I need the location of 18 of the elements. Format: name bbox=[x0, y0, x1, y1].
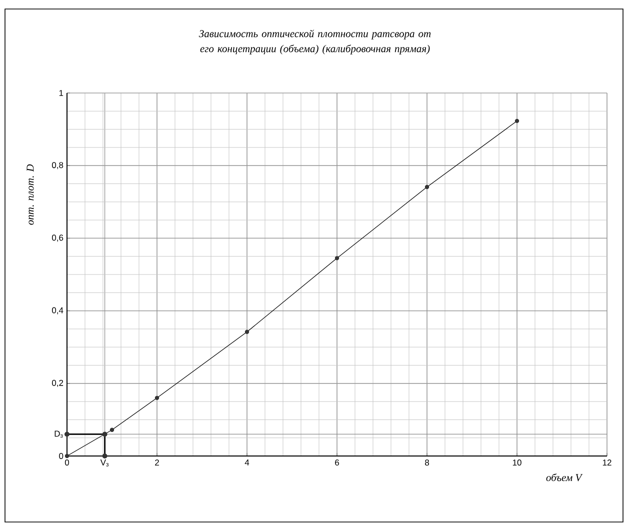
x-tick-label: 10 bbox=[512, 460, 522, 466]
x-tick-label: 8 bbox=[425, 460, 429, 466]
x-tick-label: 2 bbox=[155, 460, 159, 466]
x-tick-label: 4 bbox=[244, 460, 250, 466]
x-tick-label: 6 bbox=[335, 460, 339, 466]
chart-title: Зависимость оптической плотности ратсвора от его концетрации (объема) (калибровочная прямая) bbox=[198, 30, 431, 54]
y-tick-label: 0,8 bbox=[52, 162, 64, 170]
y-tick-label: 0,6 bbox=[52, 234, 64, 242]
y-axis-title: опт. плот. D bbox=[26, 164, 34, 225]
x-tick-label: V$_{з}$ bbox=[100, 460, 109, 466]
y-tick-label: D$_{з}$ bbox=[54, 430, 63, 438]
y-tick-label: 1 bbox=[59, 90, 64, 96]
y-tick-label: 0,2 bbox=[52, 380, 64, 387]
x-axis-title: объем V bbox=[546, 474, 583, 482]
y-tick-label: 0,4 bbox=[52, 307, 64, 314]
x-tick-label: 12 bbox=[602, 460, 612, 466]
x-tick-label: 0 bbox=[64, 460, 70, 466]
y-tick-label: 0 bbox=[59, 452, 64, 460]
